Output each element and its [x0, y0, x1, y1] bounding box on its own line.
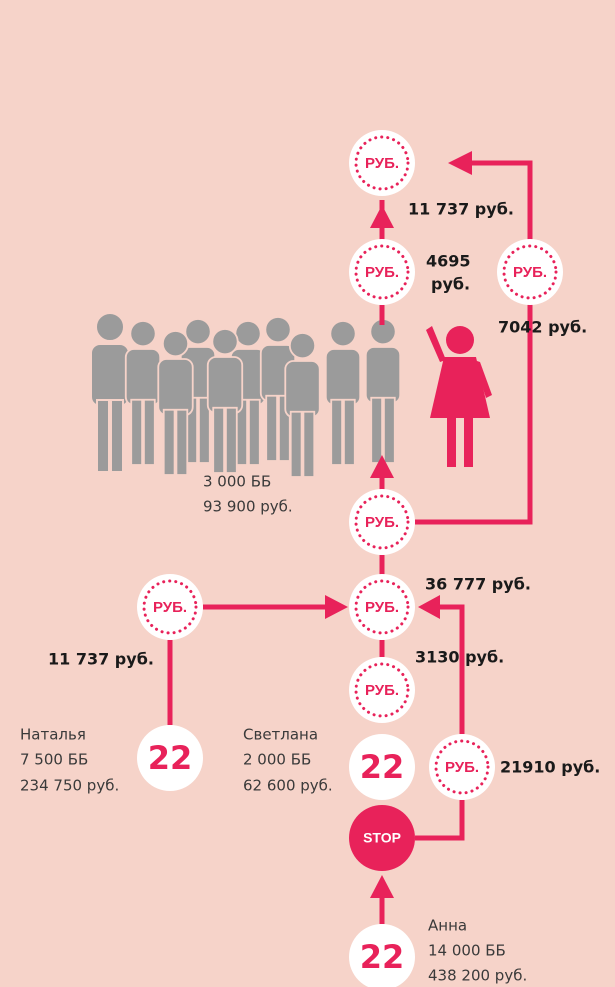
coin-label: РУБ.: [513, 264, 547, 281]
crowd: [91, 313, 400, 477]
amount: 36 777 руб.: [425, 575, 531, 594]
amount: 11 737 руб.: [48, 650, 154, 669]
coin-label: РУБ.: [153, 599, 187, 616]
coin: РУБ.: [349, 657, 415, 723]
amount: 21910 руб.: [500, 758, 600, 777]
person-sum: 234 750 руб.: [20, 777, 119, 795]
group-sum: 93 900 руб.: [203, 498, 293, 516]
person-points: 2 000 ББ: [243, 751, 311, 769]
amount-unit: руб.: [431, 275, 470, 294]
person-icon: [366, 319, 400, 463]
group-points: 3 000 ББ: [203, 473, 271, 491]
person-points: 14 000 ББ: [428, 942, 506, 960]
coin-label: РУБ.: [365, 682, 399, 699]
coin-label: РУБ.: [365, 264, 399, 281]
coin: РУБ.: [429, 734, 495, 800]
person-name: Наталья: [20, 726, 86, 744]
coin: РУБ.: [137, 574, 203, 640]
coin-label: РУБ.: [445, 759, 479, 776]
person-sum: 62 600 руб.: [243, 777, 333, 795]
amount: 4695: [426, 252, 471, 271]
amount: 11 737 руб.: [408, 200, 514, 219]
coin-label: РУБ.: [365, 155, 399, 172]
person-icon: [126, 321, 160, 465]
coin-label: РУБ.: [365, 599, 399, 616]
person-sum: 438 200 руб.: [428, 967, 527, 985]
person-name: Анна: [428, 917, 467, 935]
level-label: 22: [360, 938, 405, 976]
coin: РУБ.: [497, 239, 563, 305]
person-icon: [326, 321, 360, 465]
person-icon: [91, 313, 129, 472]
level-label: 22: [360, 748, 405, 786]
amount: 3130 руб.: [415, 648, 504, 667]
coin: РУБ.: [349, 239, 415, 305]
coin: РУБ.: [349, 130, 415, 196]
level-label: 22: [148, 739, 193, 777]
level-badge: 22: [137, 725, 203, 791]
stop-badge: STOP: [349, 805, 415, 871]
stop-label: STOP: [363, 830, 401, 846]
coin-label: РУБ.: [365, 514, 399, 531]
amount: 7042 руб.: [498, 318, 587, 337]
diagram: РУБ. РУБ. РУБ. РУБ. РУБ. РУБ. РУБ. РУБ. …: [0, 0, 615, 987]
person-points: 7 500 ББ: [20, 751, 88, 769]
coin: РУБ.: [349, 489, 415, 555]
person-name: Светлана: [243, 726, 318, 744]
coin: РУБ.: [349, 574, 415, 640]
woman-icon: [426, 326, 492, 467]
level-badge: 22: [349, 734, 415, 800]
level-badge: 22: [349, 924, 415, 987]
